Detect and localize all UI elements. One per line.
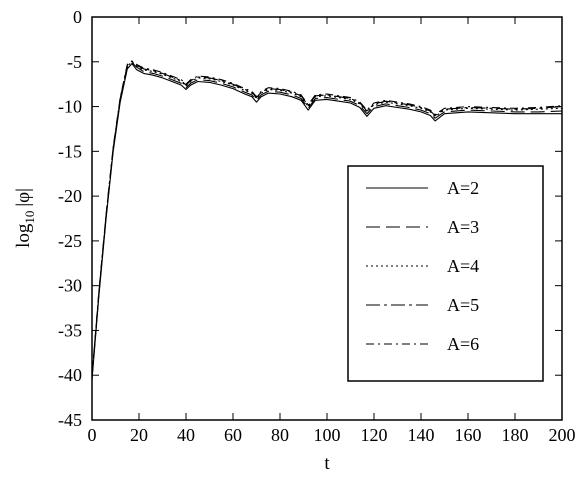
- legend-label-4: A=5: [447, 295, 479, 315]
- x-tick-label-1: 20: [130, 425, 148, 445]
- legend-items: A=2 A=3 A=4 A=5 A=6: [366, 178, 479, 354]
- x-tick-label-2: 40: [177, 425, 195, 445]
- legend-label-2: A=3: [447, 217, 479, 237]
- series-line-1: [91, 63, 562, 380]
- legend-label-1: A=2: [447, 178, 479, 198]
- x-tick-label-4: 80: [271, 425, 289, 445]
- y-axis-label: log10 |φ|: [13, 188, 37, 248]
- y-tick-label-0: 0: [73, 7, 82, 27]
- series-line-2: [91, 62, 563, 378]
- tick-labels: 0 20 40 60 80 100 120 140 160 180 200 0 -5 -10 -15 -20 -…: [58, 7, 576, 445]
- x-tick-label-7: 140: [408, 425, 435, 445]
- series-line-4: [91, 60, 563, 377]
- y-axis-label-rest: |φ|: [13, 188, 34, 207]
- x-tick-label-5: 100: [314, 425, 341, 445]
- legend: A=2 A=3 A=4 A=5 A=6: [347, 165, 544, 382]
- y-axis-label-base: log: [13, 223, 34, 248]
- y-tick-label-8: -40: [58, 365, 82, 385]
- x-tick-label-0: 0: [88, 425, 97, 445]
- x-tick-label-6: 120: [361, 425, 388, 445]
- y-axis-label-sub: 10: [22, 211, 37, 224]
- legend-label-5: A=6: [447, 334, 479, 354]
- y-tick-label-2: -10: [58, 97, 82, 117]
- legend-box: [347, 165, 544, 382]
- y-tick-label-1: -5: [67, 52, 82, 72]
- x-tick-label-3: 60: [224, 425, 242, 445]
- y-tick-label-4: -20: [58, 186, 82, 206]
- y-tick-label-7: -35: [58, 320, 82, 340]
- x-tick-label-10: 200: [549, 425, 576, 445]
- y-tick-label-9: -45: [58, 410, 82, 430]
- x-tick-label-8: 160: [455, 425, 482, 445]
- series-group: [91, 60, 563, 380]
- x-axis-label: t: [324, 453, 330, 474]
- series-line-5: [91, 60, 563, 376]
- x-tick-label-9: 180: [502, 425, 529, 445]
- y-tick-label-3: -15: [58, 141, 82, 161]
- legend-label-3: A=4: [447, 256, 479, 276]
- series-line-3: [91, 61, 563, 378]
- y-tick-label-5: -25: [58, 231, 82, 251]
- y-tick-label-6: -30: [58, 276, 82, 296]
